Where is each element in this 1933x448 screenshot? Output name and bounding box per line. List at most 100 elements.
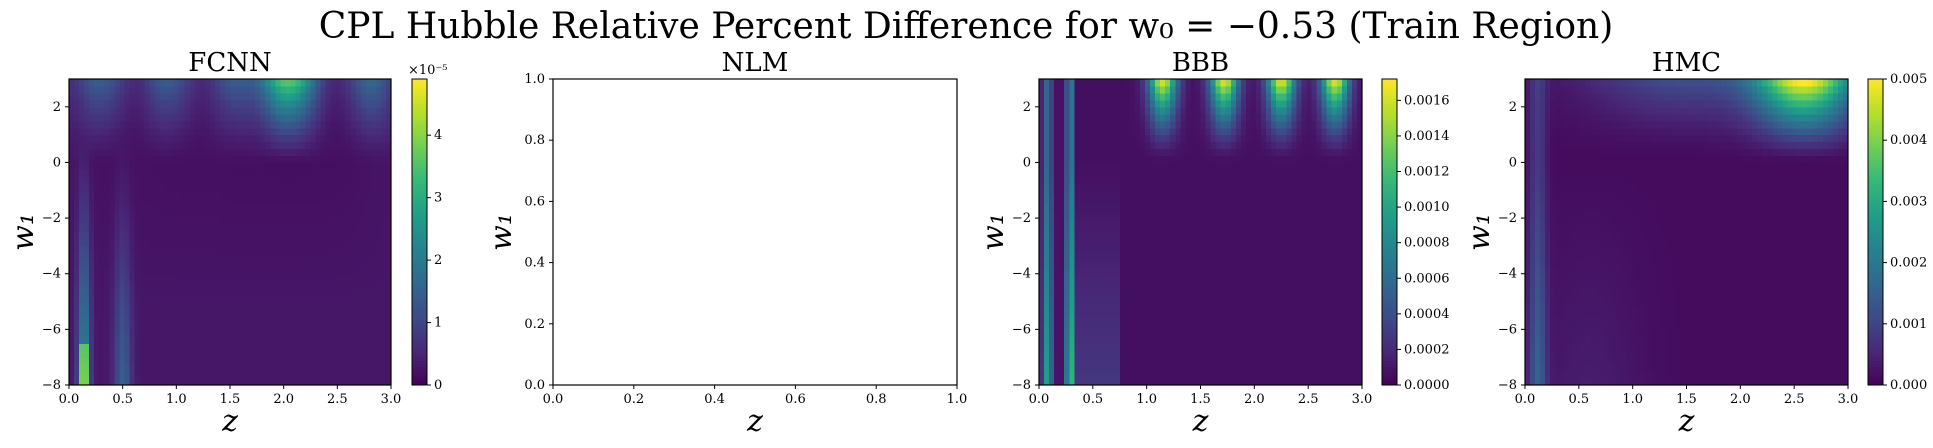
heatmap-cell: [224, 315, 231, 323]
heatmap-cell: [375, 315, 382, 323]
heatmap-cell: [104, 127, 110, 136]
heatmap-cell: [1195, 162, 1202, 170]
heatmap-cell: [235, 238, 241, 247]
heatmap-cell: [1114, 273, 1121, 282]
heatmap-cell: [1205, 155, 1212, 164]
heatmap-cell: [1261, 225, 1267, 233]
heatmap-cell: [1190, 120, 1197, 129]
heatmap-cell: [159, 315, 166, 323]
heatmap-cell: [1245, 259, 1252, 268]
heatmap-cell: [1044, 148, 1050, 157]
heatmap-cell: [1205, 106, 1212, 115]
heatmap-cell: [99, 155, 105, 164]
heatmap-cell: [1245, 99, 1252, 108]
heatmap-cell: [114, 252, 120, 261]
heatmap-cell: [1104, 197, 1111, 205]
heatmap-cell: [1079, 350, 1086, 358]
heatmap-cell: [1119, 287, 1126, 296]
heatmap-cell: [355, 364, 362, 372]
heatmap-cell: [365, 301, 372, 310]
heatmap-cell: [69, 162, 75, 170]
heatmap-cell: [1094, 79, 1101, 87]
heatmap-cell: [74, 301, 80, 310]
heatmap-cell: [194, 148, 201, 157]
heatmap-cell: [1099, 266, 1106, 275]
heatmap-cell: [209, 252, 216, 261]
heatmap-cell: [355, 176, 362, 184]
heatmap-cell: [265, 204, 271, 212]
heatmap-cell: [1074, 252, 1080, 261]
heatmap-cell: [139, 106, 146, 115]
heatmap-cell: [119, 245, 125, 254]
heatmap-cell: [305, 322, 312, 330]
heatmap-cell: [1160, 141, 1166, 150]
heatmap-cell: [240, 252, 246, 261]
heatmap-cell: [1069, 204, 1075, 212]
heatmap-cell: [265, 225, 271, 233]
heatmap-cell: [1039, 169, 1045, 177]
heatmap-cell: [350, 141, 357, 150]
heatmap-cell: [365, 155, 372, 164]
heatmap-cell: [1114, 211, 1121, 219]
heatmap-cell: [199, 85, 206, 94]
heatmap-cell: [1230, 79, 1237, 87]
heatmap-cell: [1200, 134, 1207, 143]
heatmap-cell: [1049, 169, 1055, 177]
heatmap-cell: [1220, 92, 1227, 101]
heatmap-cell: [1175, 315, 1181, 323]
heatmap-cell: [285, 238, 291, 247]
heatmap-cell: [1180, 79, 1186, 87]
heatmap-cell: [375, 197, 382, 205]
heatmap-cell: [1064, 252, 1070, 261]
heatmap-cell: [320, 169, 327, 177]
heatmap-cell: [199, 238, 206, 247]
heatmap-cell: [300, 183, 307, 191]
heatmap-cell: [365, 280, 372, 289]
heatmap-cell: [99, 252, 105, 261]
heatmap-cell: [240, 99, 246, 108]
heatmap-cell: [94, 350, 100, 358]
heatmap-cell: [1134, 85, 1141, 94]
heatmap-cell: [1240, 329, 1247, 337]
heatmap-cell: [355, 204, 362, 212]
heatmap-cell: [99, 280, 105, 289]
heatmap-cell: [245, 204, 251, 212]
heatmap-cell: [179, 280, 186, 289]
heatmap-cell: [1195, 120, 1202, 129]
heatmap-cell: [260, 357, 266, 365]
heatmap-cell: [1044, 357, 1050, 365]
heatmap-cell: [1245, 238, 1252, 247]
heatmap-cell: [1074, 329, 1080, 337]
heatmap-cell: [1124, 322, 1131, 330]
heatmap-cell: [84, 120, 90, 129]
heatmap-cell: [224, 343, 231, 351]
heatmap-cell: [1109, 245, 1116, 254]
heatmap-cell: [1180, 238, 1186, 247]
heatmap-cell: [1215, 99, 1222, 108]
heatmap-cell: [189, 169, 196, 177]
heatmap-cell: [144, 197, 151, 205]
heatmap-cell: [1225, 308, 1232, 317]
heatmap-cell: [74, 106, 80, 115]
heatmap-cell: [179, 99, 186, 108]
heatmap-cell: [310, 169, 317, 177]
heatmap-cell: [340, 238, 347, 247]
heatmap-cell: [325, 350, 332, 358]
heatmap-cell: [320, 99, 327, 108]
heatmap-cell: [1240, 245, 1247, 254]
heatmap-cell: [1114, 155, 1121, 164]
heatmap-cell: [385, 99, 392, 108]
heatmap-cell: [209, 273, 216, 282]
heatmap-cell: [1185, 113, 1192, 122]
heatmap-cell: [1235, 329, 1242, 337]
heatmap-cell: [1119, 322, 1126, 330]
heatmap-cell: [1160, 301, 1166, 310]
heatmap-cell: [1256, 148, 1262, 157]
heatmap-cell: [1039, 204, 1045, 212]
heatmap-cell: [1190, 266, 1197, 275]
heatmap-cell: [1069, 197, 1075, 205]
heatmap-cell: [360, 357, 367, 365]
heatmap-cell: [114, 106, 120, 115]
heatmap-cell: [1099, 218, 1106, 226]
heatmap-cell: [169, 245, 176, 254]
